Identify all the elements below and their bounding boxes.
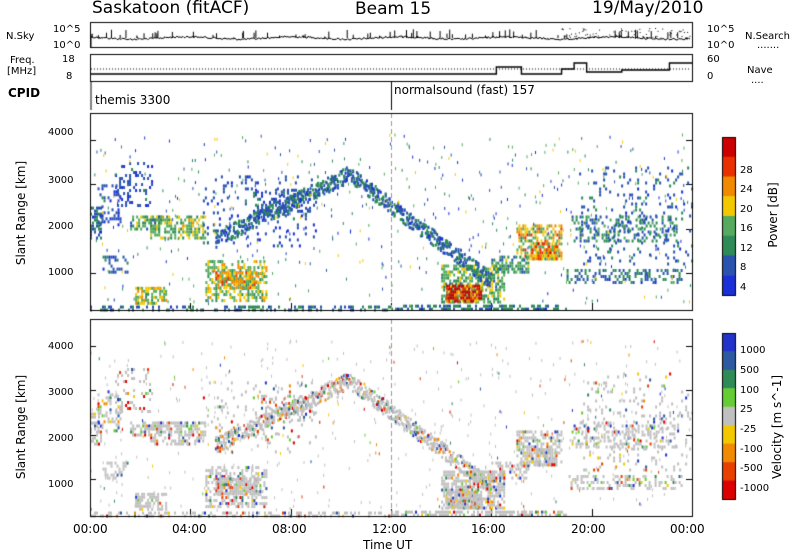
nsky-tick-bottom: 10^0 xyxy=(53,40,81,51)
nave-tick-bottom: 0 xyxy=(707,71,714,82)
cpid-segment-1: themis 3300 xyxy=(95,93,171,107)
nsearch-label: N.Search xyxy=(745,31,791,42)
power-cb-28: 28 xyxy=(740,165,753,176)
vel-cb-500: 500 xyxy=(740,365,760,376)
xtick-1200: 12:00 xyxy=(372,522,407,536)
vel-cb-m100: -100 xyxy=(740,444,763,455)
nsearch-dots: ....... xyxy=(757,40,780,51)
xtick-0400: 04:00 xyxy=(172,522,207,536)
power-cb-24: 24 xyxy=(740,184,753,195)
power-cb-8: 8 xyxy=(740,262,747,273)
nsearch-tick-top: 10^5 xyxy=(707,24,735,35)
nave-label: Nave xyxy=(747,65,773,76)
power-cb-20: 20 xyxy=(740,204,753,215)
power-cb-4: 4 xyxy=(740,282,747,293)
xtick-0800: 08:00 xyxy=(272,522,307,536)
beam-label: Beam 15 xyxy=(355,0,432,19)
date-label: 19/May/2010 xyxy=(592,0,704,18)
vel-cb-m500: -500 xyxy=(740,463,763,474)
nave-tick-top: 60 xyxy=(707,54,720,65)
station-title: Saskatoon (fitACF) xyxy=(92,0,250,18)
power-ytick-4000: 4000 xyxy=(48,127,74,138)
vel-ytick-3000: 3000 xyxy=(48,387,74,398)
vel-cb-100: 100 xyxy=(740,385,760,396)
nave-dots: .... xyxy=(751,75,764,86)
cpid-label: CPID xyxy=(8,86,41,100)
xaxis-label: Time UT xyxy=(363,538,413,552)
power-ytick-1000: 1000 xyxy=(48,267,74,278)
vel-ylabel: Slant Range [km] xyxy=(14,374,28,480)
vel-cb-m1000: -1000 xyxy=(740,483,770,494)
nsky-label: N.Sky xyxy=(6,31,35,42)
vel-cb-25: 25 xyxy=(740,404,753,415)
nsearch-tick-bottom: 10^0 xyxy=(707,40,735,51)
freq-unit-label: [MHz] xyxy=(7,66,37,77)
power-ylabel: Slant Range [km] xyxy=(14,160,28,266)
xtick-1600: 16:00 xyxy=(471,522,506,536)
power-colorbar-label: Power [dB] xyxy=(766,182,780,248)
vel-colorbar-label: Velocity [m s^-1] xyxy=(770,374,784,480)
power-cb-12: 12 xyxy=(740,243,753,254)
vel-ytick-2000: 2000 xyxy=(48,433,74,444)
power-ytick-3000: 3000 xyxy=(48,175,74,186)
freq-tick-top: 18 xyxy=(62,54,75,65)
cpid-segment-2: normalsound (fast) 157 xyxy=(394,83,535,97)
vel-ytick-4000: 4000 xyxy=(48,341,74,352)
freq-label: Freq. xyxy=(10,55,35,66)
power-cb-16: 16 xyxy=(740,223,753,234)
vel-cb-1000: 1000 xyxy=(740,345,766,356)
freq-tick-bottom: 8 xyxy=(66,71,73,82)
power-ytick-2000: 2000 xyxy=(48,221,74,232)
xtick-0000: 00:00 xyxy=(73,522,108,536)
vel-ytick-1000: 1000 xyxy=(48,479,74,490)
xtick-2000: 20:00 xyxy=(571,522,606,536)
vel-cb-m25: -25 xyxy=(740,424,757,435)
xtick-2400: 00:00 xyxy=(670,522,705,536)
nsky-tick-top: 10^5 xyxy=(53,24,81,35)
